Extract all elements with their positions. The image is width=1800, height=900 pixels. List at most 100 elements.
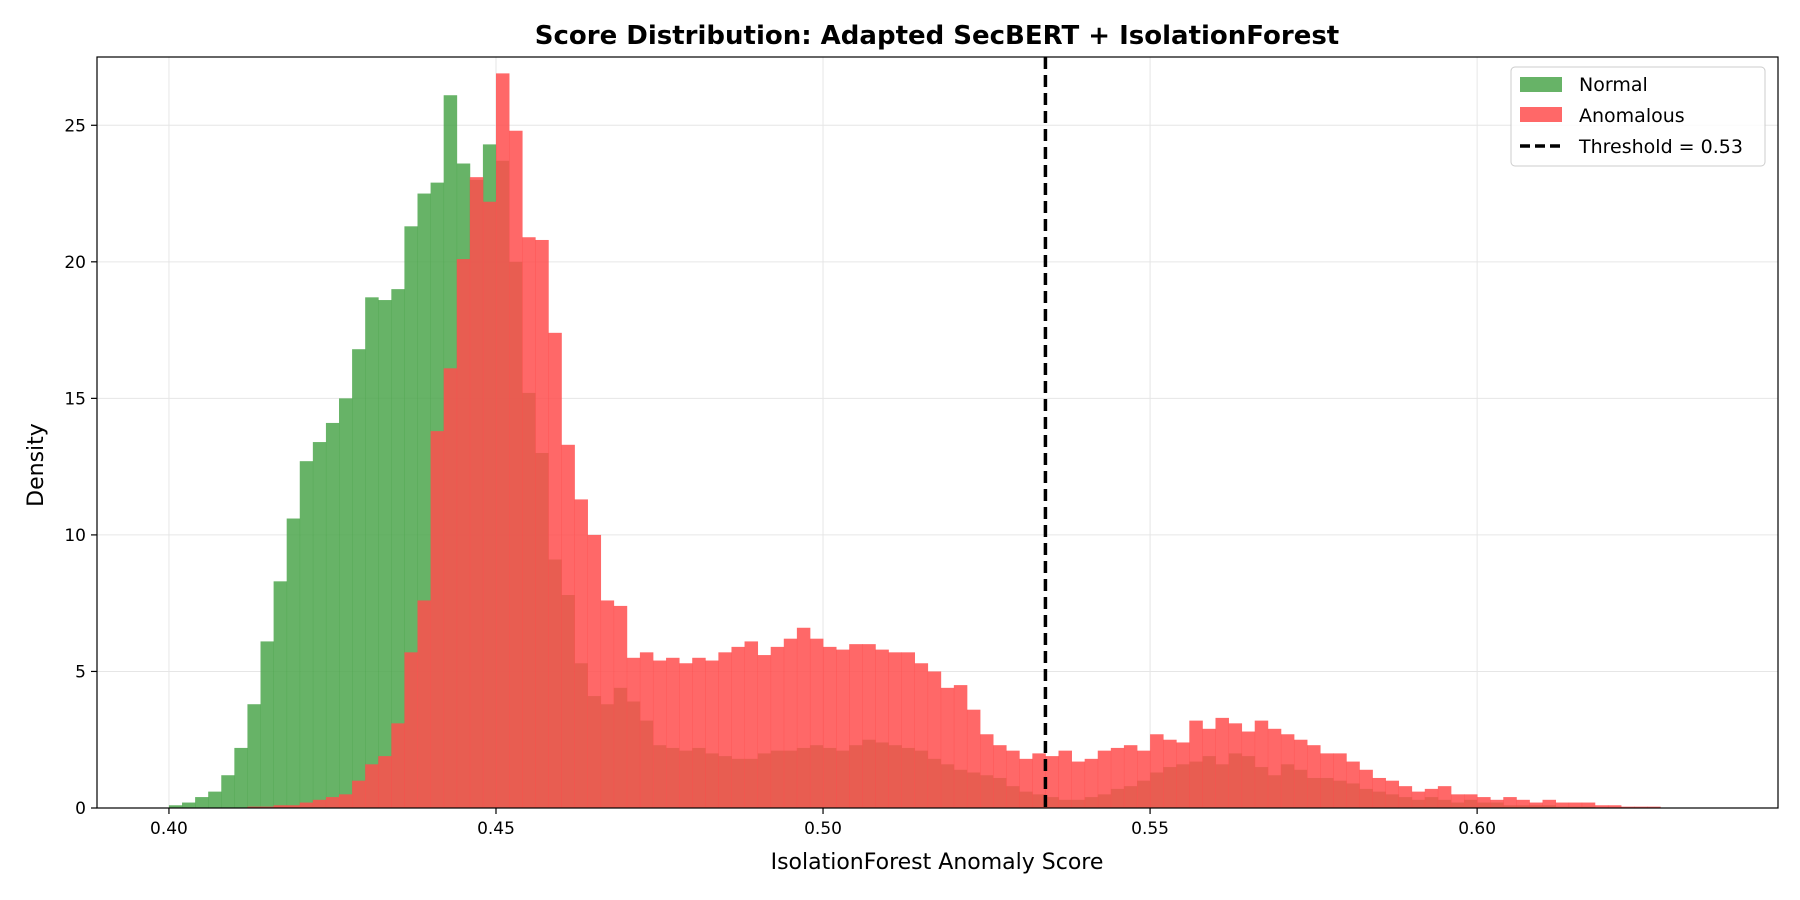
bar-anomalous-19: [404, 652, 418, 808]
bar-anomalous-110: [1594, 805, 1609, 808]
bar-anomalous-24: [469, 177, 484, 808]
bar-anomalous-107: [1555, 802, 1570, 808]
bar-anomalous-33: [587, 534, 602, 808]
bar-anomalous-101: [1477, 797, 1491, 808]
y-axis-label: Density: [24, 423, 49, 507]
bar-anomalous-83: [1241, 731, 1256, 808]
chart-title: Score Distribution: Adapted SecBERT + Is…: [535, 21, 1339, 51]
bar-normal-3: [195, 797, 209, 808]
bar-anomalous-102: [1490, 799, 1504, 808]
bar-normal-11: [299, 461, 314, 808]
bar-anomalous-18: [391, 723, 405, 808]
bar-anomalous-49: [796, 627, 811, 808]
bar-normal-4: [208, 791, 222, 808]
y-tick-label-3: 15: [64, 389, 86, 409]
legend-label-threshold: Threshold = 0.53: [1578, 136, 1743, 158]
bar-normal-12: [312, 442, 327, 808]
y-tick-label-1: 5: [75, 662, 86, 682]
bar-anomalous-60: [940, 687, 955, 808]
x-axis-ticks: 0.40 0.45 0.50 0.55 0.60: [150, 808, 1496, 839]
bar-anomalous-36: [626, 657, 641, 808]
bar-anomalous-75: [1136, 750, 1151, 808]
bar-anomalous-50: [809, 638, 824, 808]
y-tick-label-0: 0: [75, 799, 86, 819]
bar-anomalous-34: [600, 600, 615, 808]
bar-anomalous-93: [1372, 777, 1386, 808]
x-axis-label: IsolationForest Anomaly Score: [771, 850, 1104, 875]
bar-anomalous-98: [1437, 786, 1452, 808]
bar-anomalous-72: [1097, 750, 1112, 808]
bar-anomalous-14: [339, 794, 353, 808]
bar-normal-6: [234, 747, 248, 808]
plot-frame: [96, 56, 1779, 809]
bar-normal-7: [247, 704, 261, 808]
x-tick-label-1: 0.45: [477, 819, 515, 839]
legend-label-anomalous: Anomalous: [1579, 105, 1685, 127]
bar-anomalous-68: [1045, 756, 1059, 808]
legend-label-normal: Normal: [1579, 74, 1648, 96]
bar-normal-1: [168, 805, 183, 808]
bar-anomalous-26: [495, 73, 510, 809]
bar-anomalous-13: [325, 797, 340, 808]
y-tick-label-5: 25: [64, 116, 86, 136]
bar-anomalous-12: [312, 799, 327, 808]
bar-anomalous-79: [1189, 720, 1203, 808]
bar-anomalous-106: [1542, 799, 1557, 808]
bar-anomalous-78: [1176, 742, 1190, 808]
y-tick-label-2: 10: [64, 526, 86, 546]
series-anomalous-bars: [247, 73, 1661, 809]
bar-anomalous-29: [535, 239, 549, 809]
bar-anomalous-109: [1581, 802, 1596, 808]
bar-normal-14: [339, 398, 353, 808]
bar-anomalous-21: [430, 431, 445, 808]
bar-anomalous-30: [548, 332, 562, 808]
bar-anomalous-105: [1529, 802, 1543, 808]
bar-anomalous-51: [823, 646, 837, 808]
bar-anomalous-62: [966, 709, 981, 808]
bar-anomalous-44: [731, 646, 745, 808]
bar-normal-8: [260, 641, 275, 808]
bar-anomalous-56: [888, 652, 902, 808]
bar-anomalous-11: [299, 802, 314, 808]
legend-swatch-normal: [1520, 77, 1562, 92]
y-axis-ticks: 0 5 10 15 20 25: [64, 116, 97, 819]
bar-anomalous-9: [273, 805, 288, 808]
bar-anomalous-46: [757, 655, 772, 808]
bar-anomalous-45: [744, 641, 759, 808]
bar-anomalous-20: [417, 600, 431, 808]
bar-anomalous-43: [718, 652, 732, 808]
legend-swatch-anomalous: [1520, 107, 1562, 122]
bar-anomalous-111: [1607, 805, 1622, 808]
bar-anomalous-37: [639, 652, 654, 808]
bar-anomalous-52: [836, 649, 850, 808]
bar-anomalous-15: [352, 780, 366, 808]
bar-anomalous-23: [456, 259, 471, 808]
bar-normal-15: [352, 349, 366, 808]
bar-anomalous-25: [482, 201, 497, 809]
bar-anomalous-55: [875, 649, 889, 808]
bar-anomalous-113: [1634, 806, 1648, 808]
bar-anomalous-57: [901, 652, 916, 808]
bar-anomalous-89: [1320, 753, 1334, 808]
bar-anomalous-81: [1215, 717, 1229, 808]
bar-anomalous-94: [1385, 780, 1400, 808]
bar-anomalous-92: [1359, 769, 1373, 808]
legend-box: [1510, 66, 1766, 167]
bar-anomalous-17: [378, 756, 392, 808]
bar-anomalous-28: [522, 237, 536, 809]
bar-anomalous-10: [286, 805, 301, 808]
bar-anomalous-58: [914, 663, 929, 808]
bar-anomalous-53: [849, 644, 863, 808]
bar-anomalous-91: [1346, 761, 1360, 808]
bar-anomalous-32: [574, 499, 588, 808]
bar-anomalous-84: [1254, 720, 1269, 808]
legend: Normal Anomalous Threshold = 0.53: [1510, 66, 1766, 167]
bar-anomalous-108: [1568, 802, 1583, 808]
x-tick-label-0: 0.40: [150, 819, 188, 839]
bar-anomalous-100: [1464, 794, 1478, 808]
bar-anomalous-76: [1150, 734, 1164, 808]
bar-anomalous-86: [1280, 734, 1295, 808]
bar-anomalous-47: [770, 646, 785, 808]
bar-anomalous-70: [1071, 761, 1086, 808]
